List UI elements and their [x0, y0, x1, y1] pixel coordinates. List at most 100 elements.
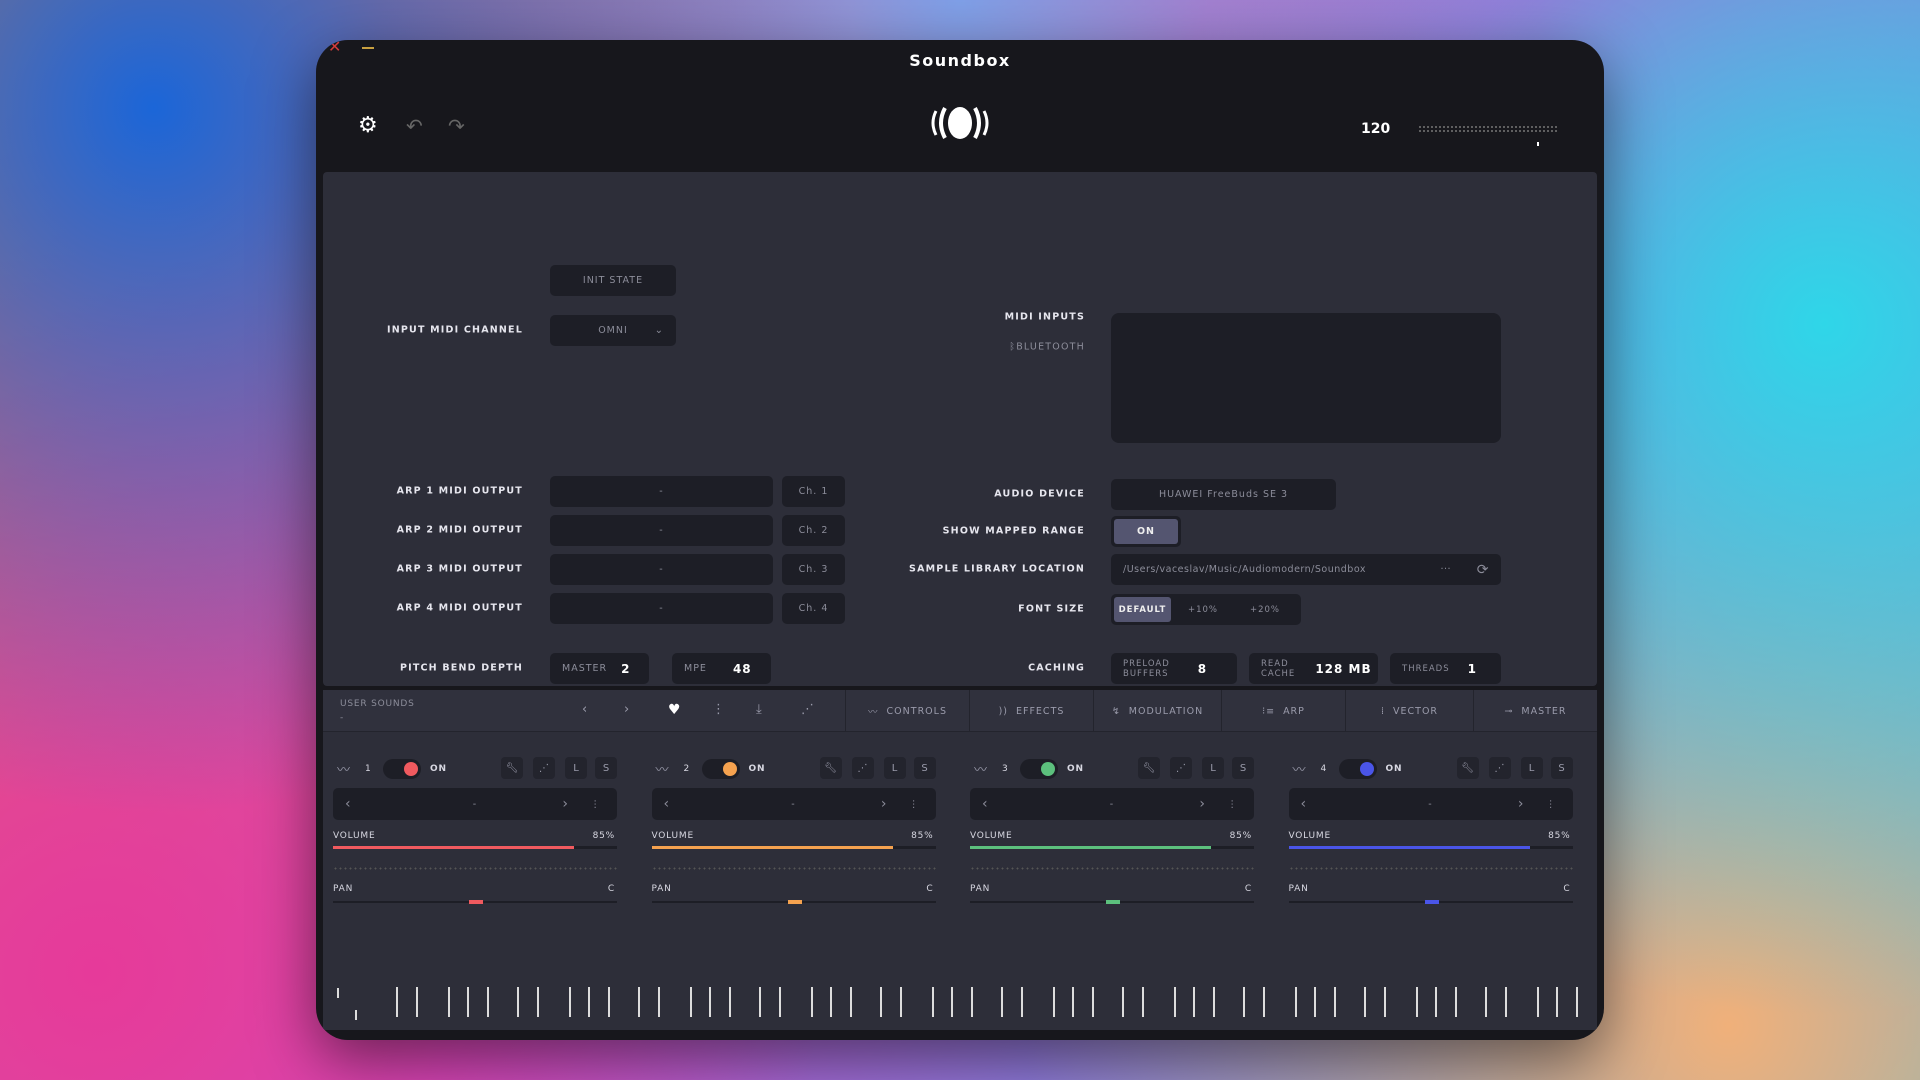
black-key[interactable]: [1485, 987, 1487, 1017]
black-key[interactable]: [1334, 987, 1336, 1017]
show-mapped-range-toggle[interactable]: ON: [1111, 516, 1181, 547]
arp-2-channel-select[interactable]: Ch. 2: [782, 515, 845, 546]
chevron-left-icon[interactable]: ‹: [1300, 796, 1308, 812]
black-key[interactable]: [416, 987, 418, 1017]
arp-2-midi-output-select[interactable]: -: [550, 515, 773, 546]
lock-button[interactable]: L: [883, 757, 906, 779]
black-key[interactable]: [1455, 987, 1457, 1017]
tab-vector[interactable]: ⁞ VECTOR: [1345, 690, 1473, 732]
volume-slider[interactable]: [333, 846, 617, 849]
font-size-10[interactable]: +10%: [1187, 604, 1218, 615]
black-key[interactable]: [1556, 987, 1558, 1017]
black-key[interactable]: [1537, 987, 1539, 1017]
black-key[interactable]: [608, 987, 610, 1017]
undo-icon[interactable]: ↶: [406, 114, 423, 138]
black-key[interactable]: [900, 987, 902, 1017]
mod-wheel[interactable]: [355, 1010, 357, 1020]
wrench-icon[interactable]: 🔧︎: [501, 757, 523, 779]
track-toggle[interactable]: [383, 759, 421, 779]
lock-button[interactable]: L: [1520, 757, 1543, 779]
black-key[interactable]: [1122, 987, 1124, 1017]
pan-slider[interactable]: [1288, 900, 1573, 904]
download-icon[interactable]: ⤓: [756, 702, 762, 717]
font-size-20[interactable]: +20%: [1249, 604, 1280, 615]
more-icon[interactable]: ⋮: [909, 798, 920, 810]
black-key[interactable]: [638, 987, 640, 1017]
arp-3-midi-output-select[interactable]: -: [550, 554, 773, 585]
chevron-left-icon[interactable]: ‹: [663, 796, 671, 812]
close-icon[interactable]: ✕: [328, 40, 342, 56]
tab-controls[interactable]: 〰 CONTROLS: [845, 690, 969, 732]
arp-1-midi-output-select[interactable]: -: [550, 476, 773, 507]
track-preset-selector[interactable]: ‹ - › ⋮: [333, 788, 617, 820]
font-size-selector[interactable]: DEFAULT +10% +20%: [1111, 594, 1301, 625]
black-key[interactable]: [537, 987, 539, 1017]
black-key[interactable]: [569, 987, 571, 1017]
black-key[interactable]: [1384, 987, 1386, 1017]
more-icon[interactable]: ⋮: [1546, 798, 1557, 810]
black-key[interactable]: [951, 987, 953, 1017]
midi-inputs-list[interactable]: [1111, 313, 1501, 443]
tab-master[interactable]: ⊸ MASTER: [1473, 690, 1597, 732]
read-cache-field[interactable]: READ CACHE 128 MB: [1249, 653, 1378, 684]
wrench-icon[interactable]: 🔧︎: [1138, 757, 1160, 779]
track-toggle[interactable]: [1338, 759, 1377, 779]
black-key[interactable]: [1435, 987, 1437, 1017]
solo-button[interactable]: S: [595, 757, 617, 779]
lock-button[interactable]: L: [1202, 757, 1224, 779]
black-key[interactable]: [1364, 987, 1366, 1017]
pitch-wheel[interactable]: [337, 988, 339, 998]
black-key[interactable]: [1142, 987, 1144, 1017]
black-key[interactable]: [971, 987, 973, 1017]
redo-icon[interactable]: ↷: [448, 114, 465, 138]
black-key[interactable]: [709, 987, 711, 1017]
tempo-dots[interactable]: [1418, 125, 1558, 133]
black-key[interactable]: [448, 987, 450, 1017]
black-key[interactable]: [396, 987, 398, 1017]
more-icon[interactable]: ⋮: [590, 798, 601, 810]
randomize-icon[interactable]: ⋰: [801, 702, 814, 717]
wrench-icon[interactable]: 🔧︎: [819, 757, 842, 779]
sample-library-field[interactable]: /Users/vaceslav/Music/Audiomodern/Soundb…: [1111, 554, 1501, 585]
randomize-icon[interactable]: ⋰: [533, 757, 555, 779]
black-key[interactable]: [1576, 987, 1578, 1017]
chevron-right-icon[interactable]: ›: [1199, 796, 1206, 812]
black-key[interactable]: [1001, 987, 1003, 1017]
settings-button[interactable]: ⚙: [358, 113, 378, 138]
black-key[interactable]: [729, 987, 731, 1017]
black-key[interactable]: [759, 987, 761, 1017]
bpm-value[interactable]: 120: [1361, 121, 1391, 137]
preset-name[interactable]: -: [340, 713, 345, 723]
chevron-left-icon[interactable]: ‹: [982, 796, 989, 812]
black-key[interactable]: [1295, 987, 1297, 1017]
keyboard[interactable]: C-2C-1C0C1C2C3C4C5C6C7: [323, 690, 1597, 1030]
black-key[interactable]: [1092, 987, 1094, 1017]
volume-slider[interactable]: [1288, 846, 1573, 849]
refresh-icon[interactable]: ⟳: [1476, 561, 1489, 578]
pitch-bend-master[interactable]: MASTER 2: [550, 653, 649, 684]
black-key[interactable]: [1174, 987, 1176, 1017]
black-key[interactable]: [850, 987, 852, 1017]
track-toggle[interactable]: [701, 759, 740, 779]
volume-slider[interactable]: [651, 846, 936, 849]
previous-preset-icon[interactable]: ‹: [582, 702, 588, 717]
chevron-right-icon[interactable]: ›: [880, 796, 888, 812]
arp-4-midi-output-select[interactable]: -: [550, 593, 773, 624]
chevron-right-icon[interactable]: ›: [1517, 796, 1525, 812]
pan-slider[interactable]: [651, 900, 936, 904]
black-key[interactable]: [1053, 987, 1055, 1017]
browse-button[interactable]: ···: [1440, 564, 1451, 575]
init-state-button[interactable]: INIT STATE: [550, 265, 676, 296]
black-key[interactable]: [1243, 987, 1245, 1017]
tab-arp[interactable]: ⁝≡ ARP: [1221, 690, 1345, 732]
wrench-icon[interactable]: 🔧︎: [1456, 757, 1479, 779]
input-midi-channel-select[interactable]: OMNI ⌄: [550, 315, 676, 346]
chevron-left-icon[interactable]: ‹: [345, 796, 352, 812]
black-key[interactable]: [1505, 987, 1507, 1017]
black-key[interactable]: [932, 987, 934, 1017]
next-preset-icon[interactable]: ›: [624, 702, 630, 717]
black-key[interactable]: [467, 987, 469, 1017]
black-key[interactable]: [880, 987, 882, 1017]
track-preset-selector[interactable]: ‹ - › ⋮: [970, 788, 1254, 820]
arp-1-channel-select[interactable]: Ch. 1: [782, 476, 845, 507]
